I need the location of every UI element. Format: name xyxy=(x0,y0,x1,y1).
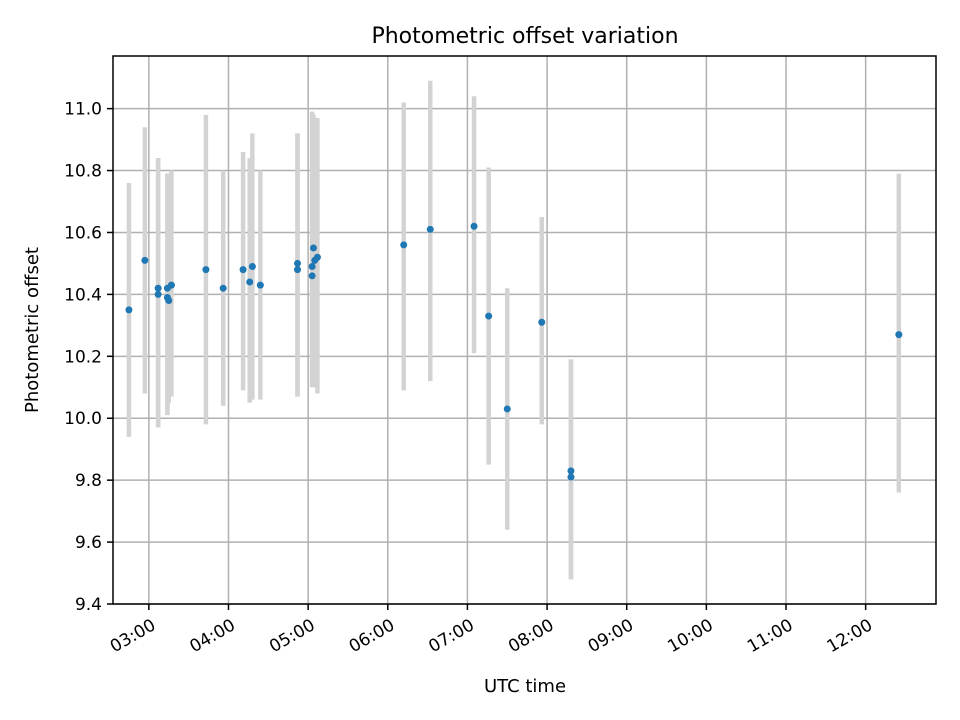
data-point xyxy=(256,281,264,289)
data-point xyxy=(219,284,227,292)
y-tick-label: 9.8 xyxy=(75,471,102,491)
x-tick-label: 08:00 xyxy=(505,615,557,657)
data-point xyxy=(400,241,408,249)
x-axis-label: UTC time xyxy=(484,676,566,697)
y-tick-label: 10.0 xyxy=(64,409,102,429)
y-tick-label: 10.4 xyxy=(64,285,102,305)
data-point xyxy=(426,225,434,233)
data-point xyxy=(470,222,478,230)
data-point xyxy=(895,331,903,339)
x-tick-label: 06:00 xyxy=(346,615,398,657)
y-tick-label: 10.2 xyxy=(64,347,102,367)
data-point xyxy=(125,306,133,314)
y-tick-label: 9.6 xyxy=(75,533,102,553)
y-tick-label: 10.8 xyxy=(64,162,102,182)
x-tick-label: 07:00 xyxy=(425,615,477,657)
data-point xyxy=(165,297,173,305)
x-tick-label: 10:00 xyxy=(664,615,716,657)
x-tick-label: 05:00 xyxy=(266,615,318,657)
error-bars xyxy=(126,80,902,580)
data-points xyxy=(125,222,903,481)
y-axis-ticks: 9.4 9.6 9.8 10.0 10.2 10.4 10.6 10.8 11.0 xyxy=(64,100,113,615)
data-point xyxy=(248,263,256,271)
data-point xyxy=(167,281,175,289)
data-point xyxy=(141,256,149,264)
grid-lines xyxy=(113,56,936,605)
data-point xyxy=(202,266,210,274)
data-point xyxy=(485,312,493,320)
plot-frame xyxy=(112,55,937,605)
y-axis-label: Photometric offset xyxy=(22,247,43,413)
x-axis-ticks: 03:00 04:00 05:00 06:00 07:00 08:00 09:00 10:00… xyxy=(107,604,876,657)
data-point xyxy=(538,318,546,326)
data-point xyxy=(308,263,316,271)
data-point xyxy=(246,278,254,286)
x-tick-label: 12:00 xyxy=(824,615,876,657)
chart-title: Photometric offset variation xyxy=(371,24,678,49)
data-point xyxy=(154,284,162,292)
data-point xyxy=(294,266,302,274)
y-tick-label: 9.4 xyxy=(75,595,102,615)
data-point xyxy=(239,266,247,274)
data-point xyxy=(503,405,511,413)
data-point xyxy=(309,244,317,252)
data-point xyxy=(567,467,575,475)
y-tick-label: 10.6 xyxy=(64,223,102,243)
data-point xyxy=(154,290,162,298)
x-tick-label: 11:00 xyxy=(744,615,796,657)
data-point xyxy=(294,259,302,267)
x-tick-label: 04:00 xyxy=(187,615,239,657)
x-tick-label: 09:00 xyxy=(585,615,637,657)
data-point xyxy=(567,473,575,481)
y-tick-label: 11.0 xyxy=(64,100,102,120)
data-point xyxy=(308,272,316,280)
x-tick-label: 03:00 xyxy=(107,615,159,657)
data-point xyxy=(313,253,321,261)
